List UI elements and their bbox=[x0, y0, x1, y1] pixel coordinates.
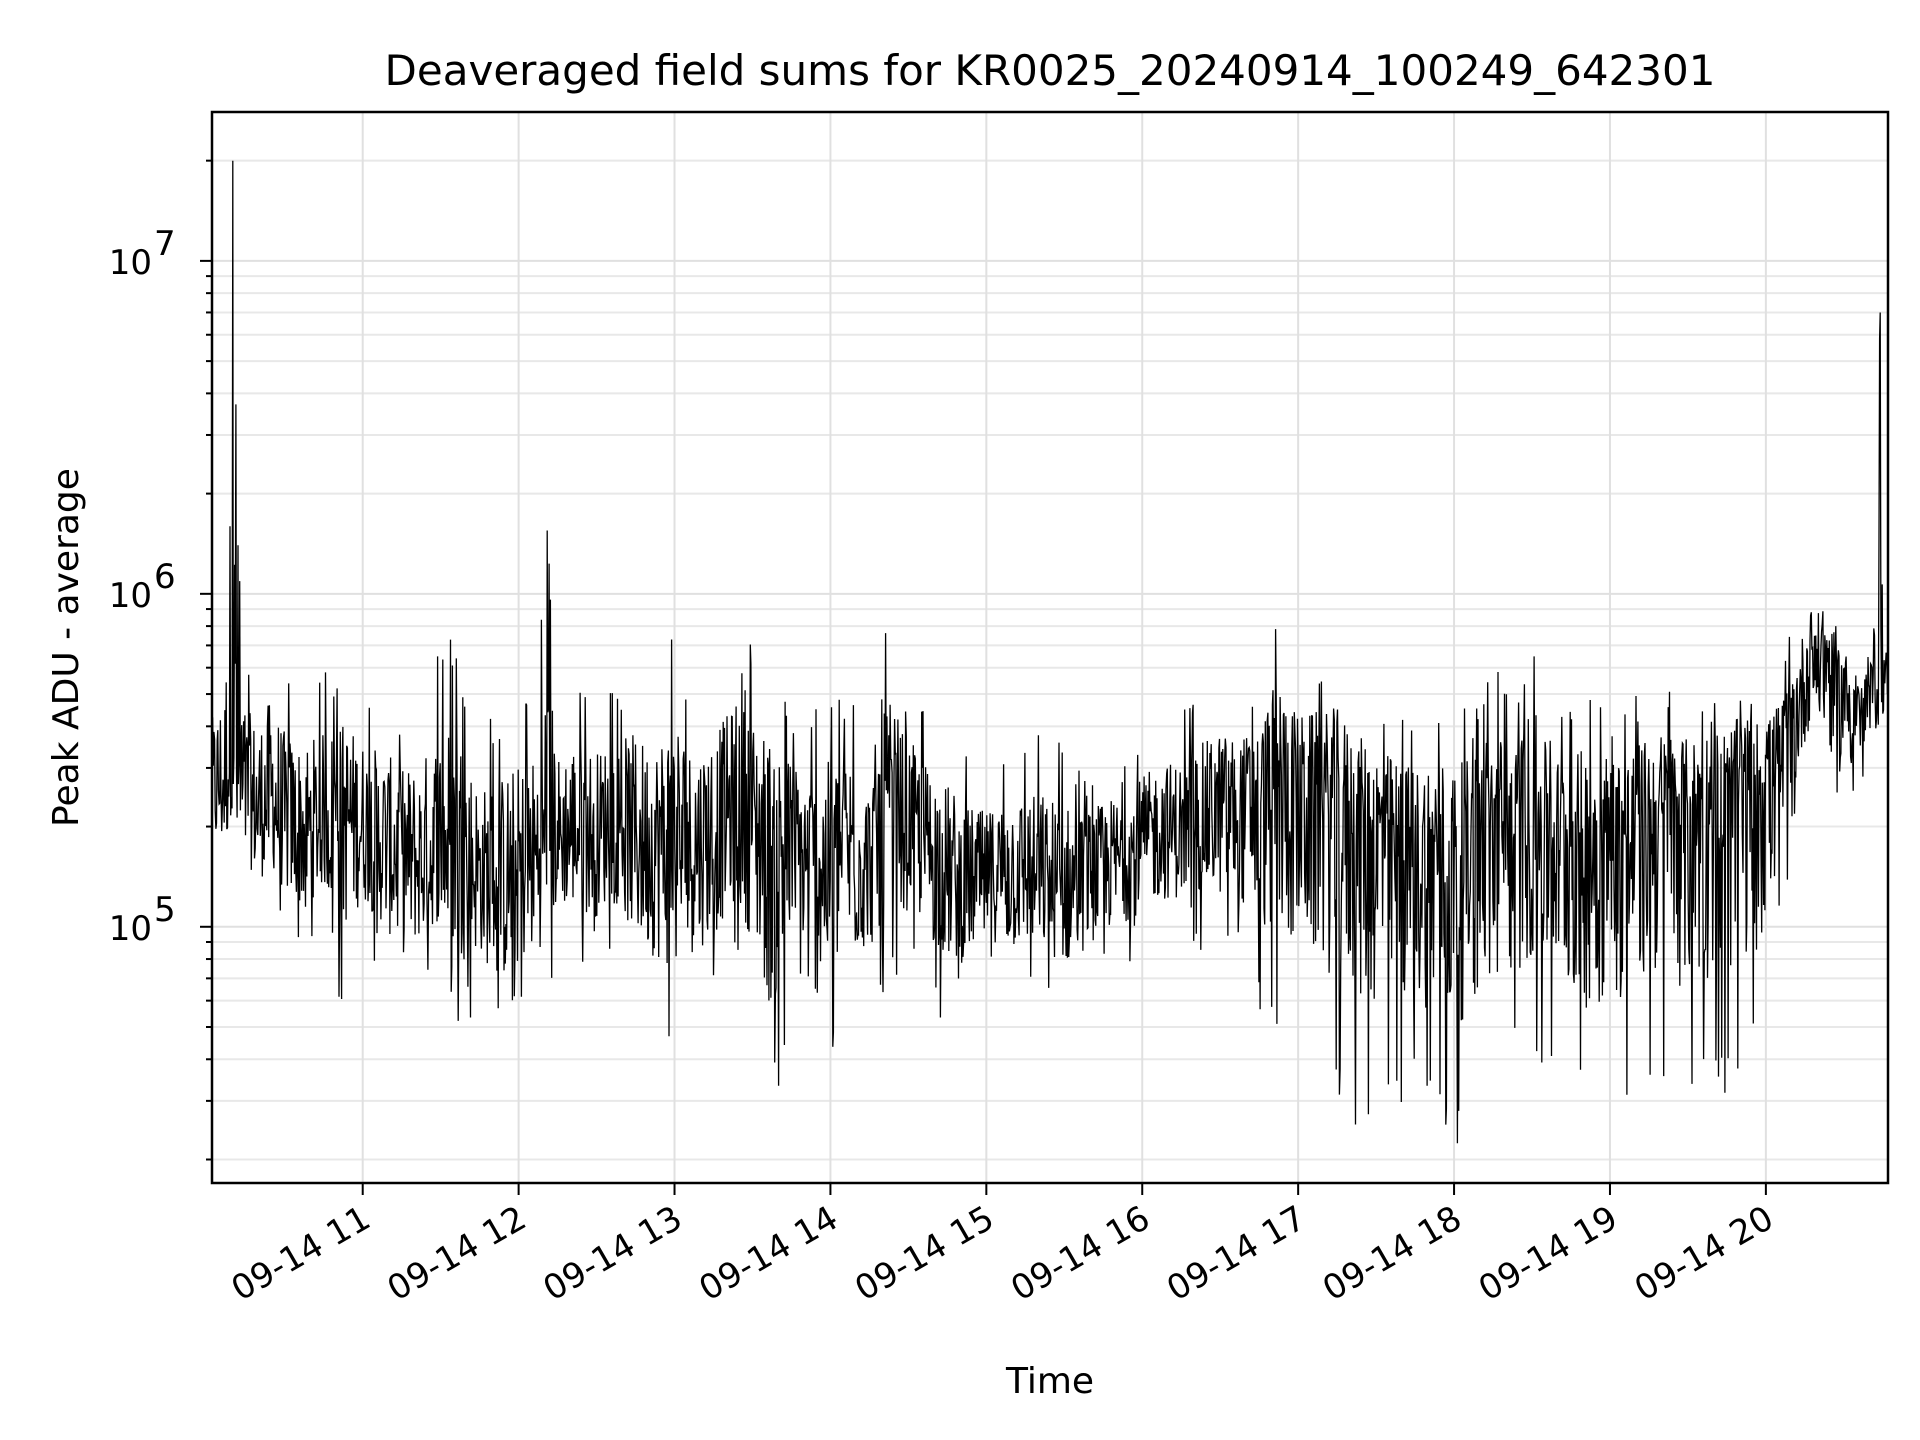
y-tick-label: 10 bbox=[109, 243, 152, 283]
y-axis-label: Peak ADU - average bbox=[46, 468, 87, 827]
series-layer bbox=[211, 160, 1889, 1144]
plot-frame bbox=[210, 110, 1890, 1185]
y-tick-exponent: 6 bbox=[154, 557, 176, 597]
series-line bbox=[211, 160, 1889, 1144]
y-tick-label: 10 bbox=[109, 909, 152, 949]
grid bbox=[212, 112, 1888, 1183]
y-tick-label: 10 bbox=[109, 576, 152, 616]
y-tick-exponent: 7 bbox=[154, 224, 176, 264]
x-axis-label: Time bbox=[1005, 1361, 1094, 1402]
y-tick-exponent: 5 bbox=[154, 890, 176, 930]
chart-title: Deaveraged field sums for KR0025_2024091… bbox=[385, 46, 1716, 95]
